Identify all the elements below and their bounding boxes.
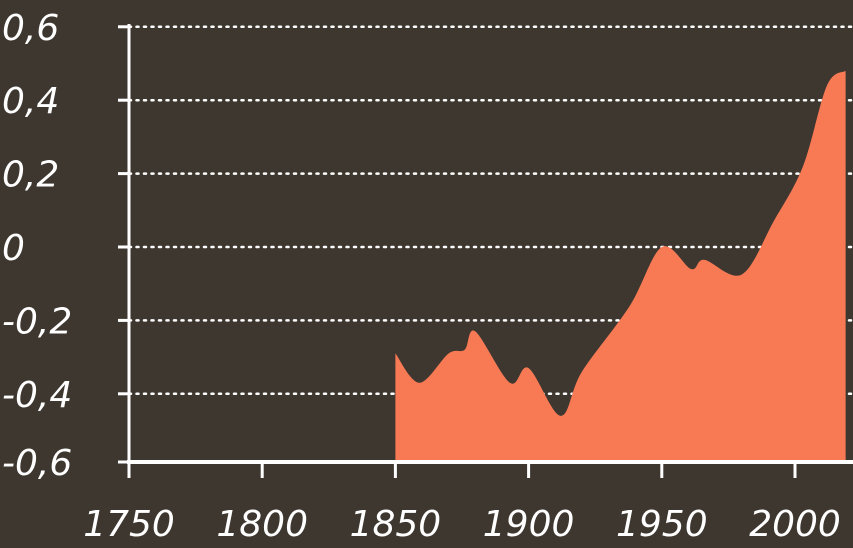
- x-tick-label: 1900: [483, 504, 575, 545]
- axes: [118, 24, 853, 478]
- x-tick-label: 1950: [616, 504, 708, 545]
- y-tick-label: 0,6: [2, 8, 59, 49]
- y-tick-labels: -0,6 -0,4 -0,2 0 0,2 0,4 0,6: [2, 8, 72, 484]
- y-tick-label: -0,2: [2, 301, 72, 342]
- x-tick-labels: 1750 1800 1850 1900 1950 2000: [83, 504, 841, 545]
- x-tick-label: 2000: [749, 504, 841, 545]
- series-area: [395, 70, 846, 462]
- y-tick-label: 0: [2, 228, 25, 269]
- x-tick-label: 1850: [350, 504, 442, 545]
- y-tick-label: -0,6: [2, 443, 72, 484]
- y-tick-label: 0,4: [2, 81, 59, 122]
- y-tick-label: 0,2: [2, 155, 59, 196]
- x-tick-label: 1800: [216, 504, 308, 545]
- y-tick-label: -0,4: [2, 375, 72, 416]
- x-tick-label: 1750: [83, 504, 175, 545]
